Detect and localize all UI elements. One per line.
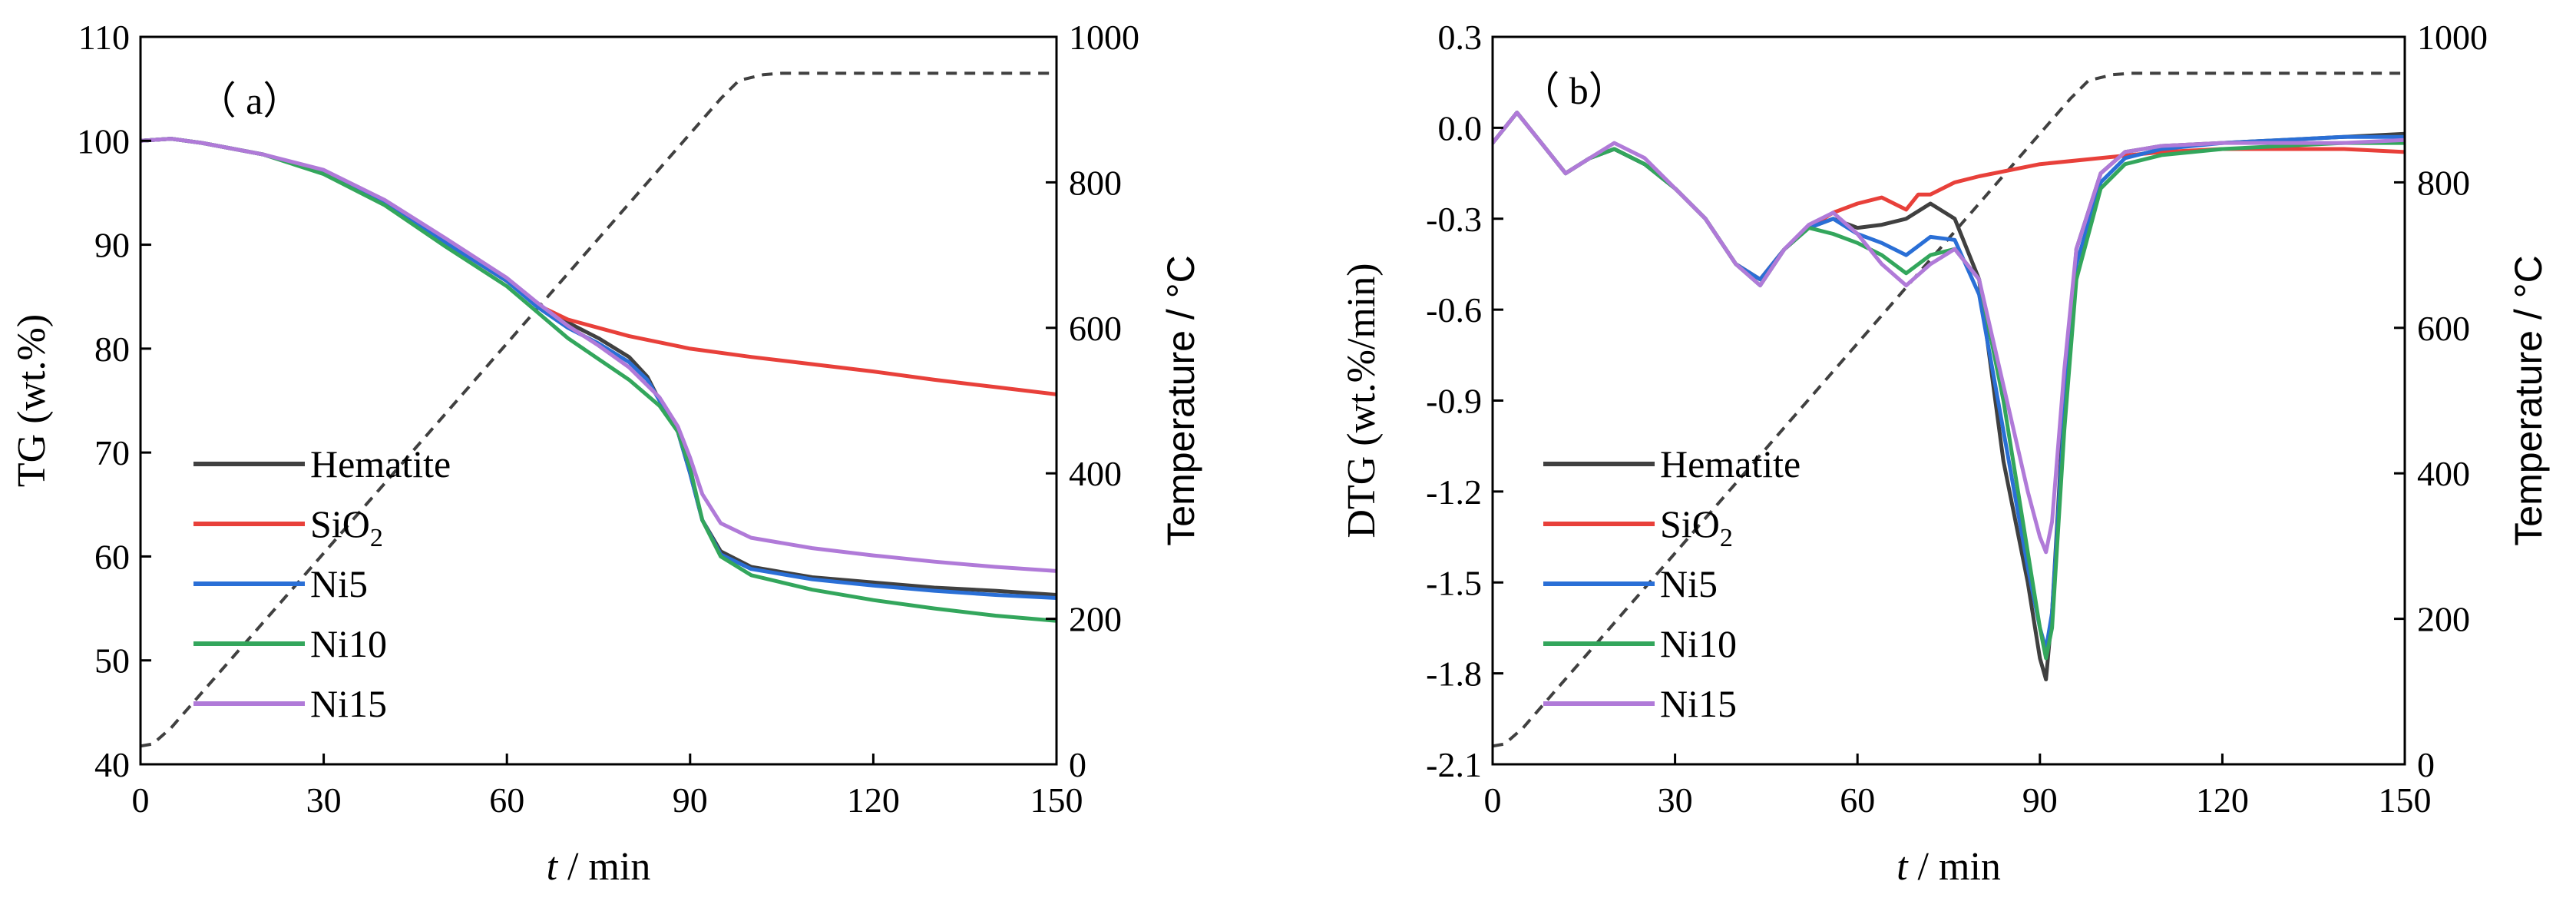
panel-b-x-tick-label: 60 <box>1840 780 1875 820</box>
panel-a-y2-tick-label: 600 <box>1069 309 1122 348</box>
panel-a-legend-label: Ni15 <box>310 682 387 725</box>
panel-a-x-tick-label: 150 <box>1030 780 1083 820</box>
panel-a-label: （ a） <box>198 79 302 122</box>
panel-b-x-tick-label: 120 <box>2196 780 2249 820</box>
panel-b-legend-subscript: 2 <box>1720 524 1733 552</box>
panel-a-y-tick-label: 60 <box>94 537 130 576</box>
panel-b-y2-tick-label: 400 <box>2417 454 2470 493</box>
panel-b-dtg-chart: 0 30 60 90 120 150 -2.1 -1.8 -1.5 -1.2 -0.9 -0.6 -0.… <box>1340 18 2550 889</box>
panel-b-series-hematite <box>1493 111 2405 681</box>
panel-b-legend-label: Ni15 <box>1660 682 1737 725</box>
panel-b-y-axis-title: DTG (wt.%/min) <box>1340 263 1384 538</box>
panel-a-plot-frame <box>139 35 1058 766</box>
panel-a-y2-tick-label: 1000 <box>1069 18 1139 57</box>
panel-b-x-tick-label: 0 <box>1484 780 1502 820</box>
panel-a-y2-tick-label: 200 <box>1069 600 1122 639</box>
panel-a-x-tick-label: 0 <box>132 780 150 820</box>
panel-a-legend-label: Hematite <box>310 442 451 485</box>
panel-b-x-tick-label: 30 <box>1658 780 1693 820</box>
panel-b-legend-label: Ni10 <box>1660 622 1737 665</box>
panel-a-y-tick-label: 100 <box>77 121 130 161</box>
panel-b-y-tick-label: -0.6 <box>1426 290 1482 330</box>
panel-b-series-ni5 <box>1493 111 2405 651</box>
panel-b-y2-tick-label: 1000 <box>2417 18 2488 57</box>
panel-b-x-axis-title: t / min <box>1896 845 2001 889</box>
panel-a-x-axis-title-unit: / min <box>557 845 650 889</box>
panel-a-x-tick-label: 90 <box>673 780 708 820</box>
panel-a-y-tick-label: 40 <box>94 745 130 784</box>
panel-a-y2-tick-label: 400 <box>1069 454 1122 493</box>
panel-a-series-ni10 <box>141 137 1057 623</box>
panel-b-series-ni10 <box>1493 111 2405 661</box>
panel-b-legend-label: SiO2 <box>1660 502 1733 552</box>
panel-b-y-tick-label: -0.3 <box>1426 200 1482 239</box>
panel-b-x-axis-title-unit: / min <box>1908 845 2001 889</box>
panel-b-legend-label: Ni5 <box>1660 562 1718 605</box>
panel-a-x-tick-label: 120 <box>847 780 900 820</box>
panel-a-y-tick-label: 110 <box>78 18 130 57</box>
panel-b-y2-tick-label: 0 <box>2417 745 2435 784</box>
panel-a-temperature-line <box>141 71 1057 748</box>
panel-b-y2-axis-title: Temperature / °C <box>2507 255 2550 545</box>
panel-a-y2-axis-title: Temperature / °C <box>1159 255 1202 545</box>
panel-b-x-tick-label: 90 <box>2022 780 2058 820</box>
panel-a-series-hematite <box>141 137 1057 597</box>
panel-a-y-tick-label: 50 <box>94 641 130 681</box>
panel-b-y2-tick-label: 800 <box>2417 163 2470 202</box>
panel-a-x-axis-title-var: t <box>547 845 559 889</box>
panel-b-x-axis-title-var: t <box>1896 845 1909 889</box>
panel-a-legend-label: SiO2 <box>310 502 383 552</box>
panel-a-legend-label: Ni10 <box>310 622 387 665</box>
panel-b-y-tick-label: -2.1 <box>1426 745 1482 784</box>
panel-a-series-sio2 <box>141 137 1057 396</box>
panel-a-y-tick-label: 80 <box>94 330 130 369</box>
panel-b-x-tick-label: 150 <box>2379 780 2432 820</box>
panel-a-series-ni5 <box>141 137 1057 600</box>
panel-a-legend-label: Ni5 <box>310 562 368 605</box>
panel-b-y-tick-label: -1.5 <box>1426 563 1482 602</box>
panel-a-x-axis-title: t / min <box>547 845 651 889</box>
panel-a-tg-chart: 0 30 60 90 120 150 40 50 60 70 80 90 100 110 0 200 400 60… <box>10 18 1202 889</box>
panel-b-y-tick-label: -1.2 <box>1426 472 1482 512</box>
panel-a-y2-tick-label: 800 <box>1069 163 1122 202</box>
panel-a-y-tick-label: 70 <box>94 433 130 472</box>
panel-b-y-tick-label: -0.9 <box>1426 382 1482 421</box>
panel-b-series-ni15 <box>1493 111 2405 555</box>
panel-b-y2-tick-label: 200 <box>2417 600 2470 639</box>
panel-a-legend-subscript: 2 <box>370 524 383 552</box>
panel-a-x-tick-label: 60 <box>489 780 524 820</box>
panel-b-label: （ b） <box>1521 69 1627 112</box>
panel-b-y-tick-label: -1.8 <box>1426 654 1482 694</box>
panel-a-y-axis-title: TG (wt.%) <box>10 314 54 487</box>
panel-b-legend-label: Hematite <box>1660 442 1801 485</box>
panel-b-y-tick-label: 0.0 <box>1438 108 1483 147</box>
panel-a-x-tick-label: 30 <box>306 780 342 820</box>
panel-b-y2-tick-label: 600 <box>2417 309 2470 348</box>
panel-a-y-tick-label: 90 <box>94 226 130 265</box>
panel-b-y-tick-label: 0.3 <box>1438 18 1483 57</box>
panel-a-series-ni15 <box>141 137 1057 573</box>
panel-a-y2-tick-label: 0 <box>1069 745 1086 784</box>
